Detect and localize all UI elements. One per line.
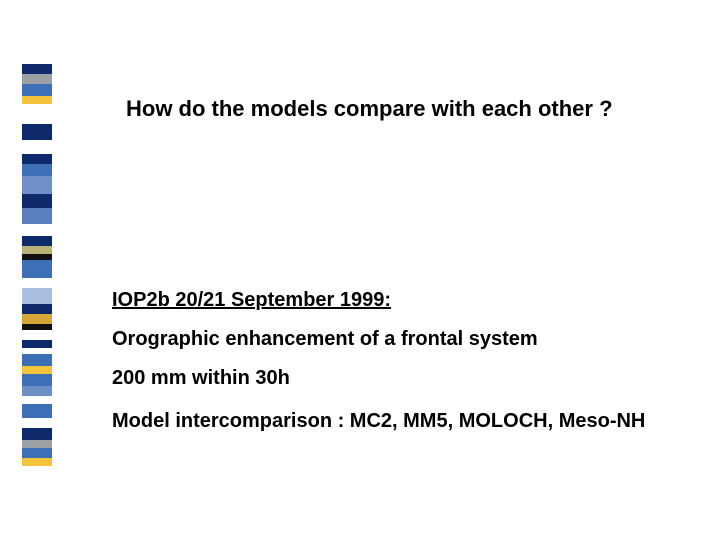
stripe	[22, 448, 52, 458]
stripe	[22, 288, 52, 304]
stripe	[22, 428, 52, 440]
line-intercomparison: Model intercomparison : MC2, MM5, MOLOCH…	[112, 409, 672, 434]
stripe	[22, 84, 52, 96]
stripe	[22, 418, 52, 428]
stripe	[22, 96, 52, 104]
stripe	[22, 164, 52, 176]
stripe	[22, 440, 52, 448]
stripe	[22, 246, 52, 254]
stripe	[22, 104, 52, 124]
slide: How do the models compare with each othe…	[0, 0, 720, 540]
stripe	[22, 340, 52, 348]
stripe	[22, 396, 52, 404]
stripe	[22, 154, 52, 164]
line-200mm: 200 mm within 30h	[112, 366, 672, 391]
stripe	[22, 260, 52, 278]
slide-title: How do the models compare with each othe…	[126, 96, 613, 122]
slide-body: IOP2b 20/21 September 1999: Orographic e…	[112, 288, 672, 448]
stripe	[22, 208, 52, 224]
stripe	[22, 236, 52, 246]
stripe	[22, 278, 52, 288]
stripe	[22, 304, 52, 314]
stripe	[22, 404, 52, 418]
stripe	[22, 354, 52, 366]
line-iop: IOP2b 20/21 September 1999:	[112, 288, 672, 313]
stripe	[22, 314, 52, 324]
stripe	[22, 194, 52, 208]
stripe	[22, 64, 52, 74]
stripe	[22, 176, 52, 194]
stripe	[22, 124, 52, 140]
line-orographic: Orographic enhancement of a frontal syst…	[112, 327, 672, 352]
stripe	[22, 74, 52, 84]
stripe	[22, 366, 52, 374]
stripe	[22, 374, 52, 386]
stripe	[22, 224, 52, 236]
stripe	[22, 140, 52, 154]
stripe	[22, 386, 52, 396]
stripe	[22, 330, 52, 340]
decorative-stripes	[22, 64, 52, 472]
stripe	[22, 458, 52, 466]
